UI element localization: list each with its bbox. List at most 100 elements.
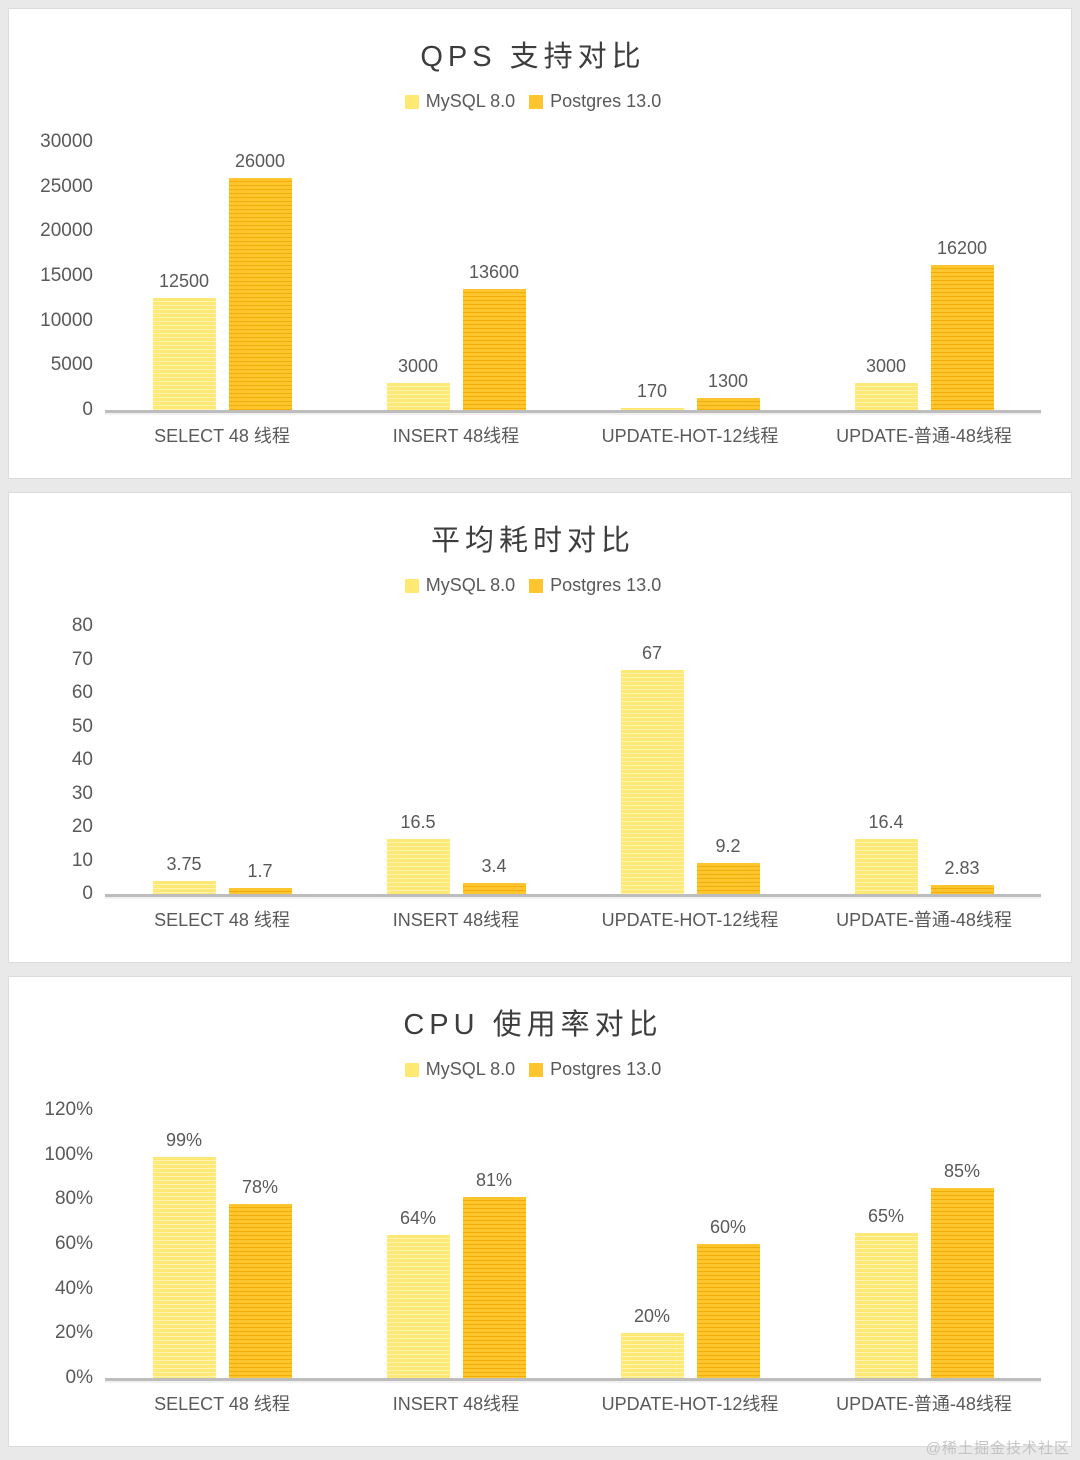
x-axis-label: INSERT 48线程 (392, 426, 520, 446)
y-tick-label: 20000 (40, 220, 93, 242)
plot-wrap: 3.75 1.7 16.5 3.4 67 9.2 16.4 2.83 SELECT 48 线程… (105, 626, 1041, 932)
legend-swatch-mysql (404, 578, 419, 593)
y-tick-label: 80 (71, 615, 93, 636)
legend-item-postgres: Postgres 13.0 (529, 1059, 661, 1080)
bar-value-label: 99% (165, 1129, 203, 1150)
y-tick-label: 10000 (40, 309, 93, 331)
bar-value-label: 16.4 (868, 812, 904, 833)
legend-item-postgres: Postgres 13.0 (529, 91, 661, 112)
bar-mysql-8-0: 65% (854, 1206, 918, 1378)
y-tick-label: 0 (82, 399, 93, 420)
bar-value-label: 16.5 (400, 811, 436, 832)
bar-value-label: 13600 (468, 261, 520, 282)
bar-postgres-13-0: 1.7 (228, 861, 292, 894)
y-tick-label: 40 (71, 749, 93, 770)
chart-body: 0% 20% 40% 60% 80% 100% 120% 99% 78% 64% 81% 20% 60… (25, 1099, 1041, 1416)
y-axis: 0 10 20 30 40 50 60 70 80 (25, 615, 105, 904)
legend-item-mysql: MySQL 8.0 (404, 1059, 516, 1080)
bar-group: 64% 81% (339, 1110, 573, 1378)
legend-item-postgres: Postgres 13.0 (529, 575, 661, 596)
x-axis-label: INSERT 48线程 (392, 910, 520, 930)
bar-postgres-13-0: 1300 (696, 371, 760, 410)
bar-value-label: 65% (867, 1205, 905, 1226)
bar-mysql-8-0: 170 (620, 381, 684, 410)
bar-mysql-8-0: 67 (620, 643, 684, 894)
bar-mysql-8-0: 3000 (386, 356, 450, 410)
y-tick-label: 10 (71, 849, 93, 871)
bar-value-label: 9.2 (715, 836, 741, 857)
bar-mysql-8-0: 3.75 (152, 854, 216, 894)
bar-postgres-13-0: 2.83 (930, 858, 994, 894)
plot-area: 12500 26000 3000 13600 170 1300 3000 16200 (105, 142, 1041, 413)
x-axis: SELECT 48 线程 INSERT 48线程 UPDATE-HOT-12线程 UP… (105, 1390, 1041, 1416)
plot-area: 99% 78% 64% 81% 20% 60% 65% 85% (105, 1110, 1041, 1381)
bar-postgres-13-0: 16200 (930, 238, 994, 410)
x-axis-label: UPDATE-HOT-12线程 (601, 1394, 779, 1414)
bar-value-label: 1.7 (247, 861, 273, 882)
bar-value-label: 3.75 (166, 854, 202, 875)
bar-value-label: 3000 (397, 356, 439, 377)
bar-value-label: 20% (633, 1306, 671, 1327)
x-axis-label: SELECT 48 线程 (154, 426, 290, 446)
legend-label-postgres: Postgres 13.0 (550, 575, 662, 595)
bar-value-label: 64% (399, 1208, 437, 1229)
legend-label-postgres: Postgres 13.0 (550, 1059, 662, 1079)
chart-body: 0 10 20 30 40 50 60 70 80 3.75 1.7 16.5 3.4 67 9.2 16.… (25, 615, 1041, 932)
legend-label-mysql: MySQL 8.0 (425, 1059, 516, 1079)
plot-wrap: 99% 78% 64% 81% 20% 60% 65% 85% SELECT 48 线程 INS… (105, 1110, 1041, 1416)
bar-mysql-8-0: 99% (152, 1130, 216, 1378)
bar-value-label: 3.4 (481, 855, 507, 876)
bar-group: 3000 13600 (339, 142, 573, 410)
legend-item-mysql: MySQL 8.0 (404, 575, 516, 596)
y-tick-label: 120% (44, 1099, 93, 1120)
y-tick-label: 15000 (40, 265, 93, 286)
legend-swatch-postgres (529, 578, 544, 593)
bar-postgres-13-0: 60% (696, 1217, 760, 1378)
watermark: @稀土掘金技术社区 (925, 1440, 1070, 1457)
chart-legend: MySQL 8.0 Postgres 13.0 (25, 1059, 1041, 1080)
legend-label-postgres: Postgres 13.0 (550, 91, 662, 111)
bar-postgres-13-0: 81% (462, 1170, 526, 1378)
x-axis-label: UPDATE-普通-48线程 (836, 426, 1012, 446)
bar-value-label: 78% (241, 1176, 279, 1197)
bar-value-label: 26000 (234, 150, 286, 171)
y-axis: 0 5000 10000 15000 20000 25000 30000 (25, 131, 105, 420)
y-tick-label: 20% (54, 1322, 93, 1344)
bar-mysql-8-0: 16.4 (854, 812, 918, 894)
chart-title-cpu: CPU 使用率对比 (403, 1009, 663, 1041)
chart-legend: MySQL 8.0 Postgres 13.0 (25, 91, 1041, 112)
legend-label-mysql: MySQL 8.0 (425, 575, 516, 595)
plot-area: 3.75 1.7 16.5 3.4 67 9.2 16.4 2.83 (105, 626, 1041, 897)
y-tick-label: 0 (82, 883, 93, 904)
chart-title-qps: QPS 支持对比 (420, 41, 646, 73)
y-tick-label: 20 (71, 816, 93, 837)
plot-wrap: 12500 26000 3000 13600 170 1300 3000 16200 SELE… (105, 142, 1041, 448)
chart-title-avg-time: 平均耗时对比 (430, 525, 635, 557)
bar-group: 3.75 1.7 (105, 626, 339, 894)
y-tick-label: 0% (65, 1367, 93, 1388)
y-tick-label: 50 (71, 715, 93, 737)
bar-value-label: 12500 (158, 271, 210, 292)
bar-value-label: 60% (709, 1217, 747, 1237)
x-axis: SELECT 48 线程 INSERT 48线程 UPDATE-HOT-12线程 UP… (105, 906, 1041, 932)
x-axis-label: SELECT 48 线程 (154, 910, 290, 930)
legend-swatch-mysql (404, 1062, 419, 1077)
legend-label-mysql: MySQL 8.0 (425, 91, 516, 111)
bar-group: 99% 78% (105, 1110, 339, 1378)
bar-group: 16.5 3.4 (339, 626, 573, 894)
y-tick-label: 25000 (40, 175, 93, 197)
y-tick-label: 80% (54, 1188, 93, 1210)
chart-panel-avg-time: 平均耗时对比 MySQL 8.0 Postgres 13.0 0 10 20 30 40… (8, 492, 1072, 963)
bar-group: 170 1300 (573, 142, 807, 410)
bar-value-label: 67 (641, 642, 663, 663)
bar-group: 16.4 2.83 (807, 626, 1041, 894)
x-axis-label: INSERT 48线程 (392, 1394, 520, 1414)
y-tick-label: 5000 (50, 354, 93, 376)
bar-value-label: 2.83 (944, 857, 980, 878)
y-tick-label: 60% (54, 1233, 93, 1254)
chart-body: 0 5000 10000 15000 20000 25000 30000 12500 2600… (25, 131, 1041, 448)
x-axis-label: UPDATE-HOT-12线程 (601, 426, 779, 446)
x-axis-label: UPDATE-普通-48线程 (836, 910, 1012, 930)
y-tick-label: 30 (71, 782, 93, 804)
legend-swatch-postgres (529, 1062, 544, 1077)
